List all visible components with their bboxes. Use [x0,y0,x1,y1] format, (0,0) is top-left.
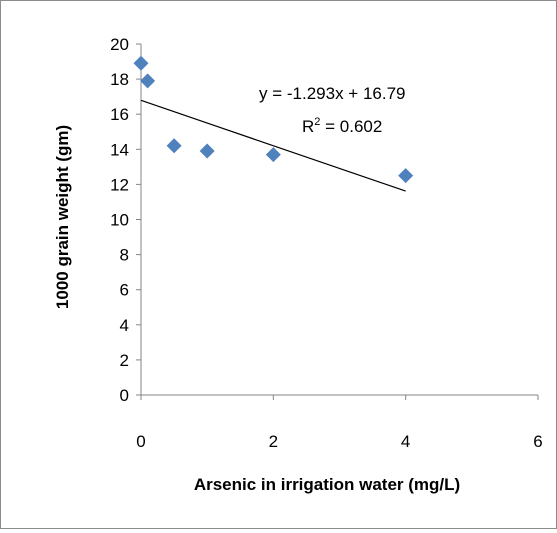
data-point [133,55,149,71]
data-point [166,138,182,154]
trendline [140,99,406,192]
y-axis-title: 1000 grain weight (gm) [53,125,72,309]
y-tick-label: 0 [120,386,129,405]
data-point [199,143,215,159]
y-tick-label: 12 [110,175,129,194]
data-point [265,147,281,163]
y-tick-label: 20 [110,35,129,54]
trendline-layer [140,99,406,192]
y-tick-label: 6 [120,281,129,300]
x-tick-label: 0 [136,432,145,451]
x-tick-label: 4 [401,432,410,451]
data-point [398,168,414,184]
data-point [140,73,156,89]
y-tick-label: 2 [120,351,129,370]
r-squared-label: R2 = 0.602 [302,116,382,136]
x-axis-title: Arsenic in irrigation water (mg/L) [194,475,460,494]
y-tick-label: 8 [120,246,129,265]
x-tick-label: 2 [269,432,278,451]
data-points-layer [133,55,414,184]
trendline-equation: y = -1.293x + 16.79 [259,84,406,103]
y-tick-label: 4 [120,316,129,335]
x-axis: 0 2 4 6 [136,394,543,451]
x-tick-label: 6 [533,432,542,451]
y-tick-label: 16 [110,105,129,124]
y-tick-label: 14 [110,140,129,159]
y-tick-label: 10 [110,211,129,230]
y-tick-label: 18 [110,70,129,89]
y-axis: 0 2 4 6 8 10 12 14 16 18 20 [110,35,142,405]
